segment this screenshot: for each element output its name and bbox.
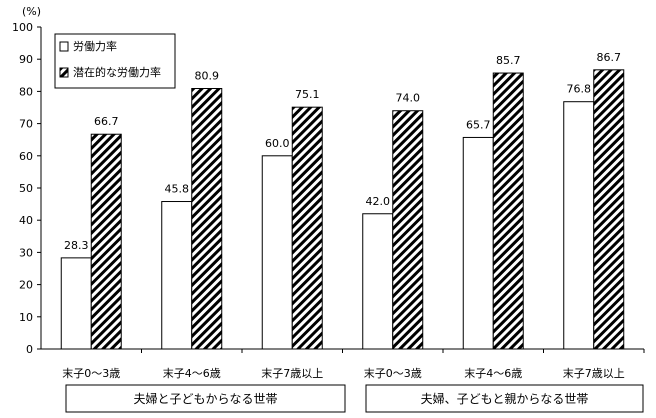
data-label: 60.0: [265, 137, 290, 150]
y-tick-label: 70: [19, 118, 33, 131]
bars: [60, 69, 625, 350]
y-tick-label: 0: [26, 343, 33, 356]
x-tick-label: 末子0～3歳: [62, 366, 120, 380]
y-tick-label: 40: [19, 214, 33, 227]
x-tick-label: 末子4～6歳: [464, 366, 522, 380]
legend: 労働力率 潜在的な労働力率: [54, 33, 176, 89]
bar-potential-labor-rate: [90, 133, 122, 350]
bar-labor-rate: [60, 257, 92, 350]
bar-potential-labor-rate: [492, 72, 524, 350]
x-axis: 末子0～3歳 末子4～6歳 末子7歳以上 末子0～3歳 末子4～6歳 末子7歳以上: [41, 348, 645, 380]
y-tick-label: 60: [19, 150, 33, 163]
data-label: 85.7: [496, 54, 521, 67]
x-tick-label: 末子7歳以上: [563, 366, 625, 380]
y-tick-label: 100: [12, 21, 33, 34]
y-tick-label: 80: [19, 85, 33, 98]
group-label-2: 夫婦、子どもと親からなる世帯: [421, 391, 589, 406]
legend-label-potential-labor-rate: 潜在的な労働力率: [73, 65, 161, 79]
data-label: 66.7: [94, 115, 119, 128]
data-label: 74.0: [396, 92, 421, 105]
group-box-1: [65, 384, 346, 413]
y-axis: 0 10 20 30 40 50 60 70 80 90 100: [12, 21, 42, 356]
bar-potential-labor-rate: [392, 110, 424, 350]
group-boxes: 夫婦と子どもからなる世帯 夫婦、子どもと親からなる世帯: [65, 384, 644, 413]
data-label: 76.8: [567, 83, 592, 96]
y-tick-label: 50: [19, 182, 33, 195]
data-label: 75.1: [295, 88, 320, 101]
x-tick-label: 末子7歳以上: [261, 366, 323, 380]
y-tick-label: 90: [19, 53, 33, 66]
x-tick-label: 末子0～3歳: [364, 366, 422, 380]
bar-labor-rate: [261, 155, 293, 350]
legend-swatch-hatched: [59, 67, 69, 78]
bar-potential-labor-rate: [191, 88, 223, 350]
x-tick-label: 末子4～6歳: [163, 366, 221, 380]
legend-box: [54, 33, 176, 89]
bar-labor-rate: [563, 101, 595, 350]
legend-label-labor-rate: 労働力率: [73, 39, 117, 53]
data-label: 86.7: [597, 51, 622, 64]
group-label-1: 夫婦と子どもからなる世帯: [133, 391, 277, 406]
data-label: 28.3: [64, 239, 89, 252]
bar-labor-rate: [362, 213, 394, 350]
legend-swatch-plain: [59, 41, 69, 52]
y-tick-label: 20: [19, 279, 33, 292]
bar-potential-labor-rate: [593, 69, 625, 350]
bar-potential-labor-rate: [291, 106, 323, 350]
group-box-2: [365, 384, 644, 413]
bar-labor-rate: [161, 201, 193, 350]
data-label: 80.9: [195, 70, 220, 83]
data-label: 45.8: [165, 183, 190, 196]
data-label: 42.0: [366, 195, 391, 208]
bar-labor-rate: [462, 136, 494, 350]
y-tick-label: 10: [19, 311, 33, 324]
data-label: 65.7: [466, 118, 491, 131]
data-labels: 28.3 66.7 45.8 80.9 60.0 75.1 42.0 74.0 65.7 85.7…: [64, 51, 621, 252]
y-tick-label: 30: [19, 246, 33, 259]
y-axis-unit-label: (%): [22, 5, 41, 18]
